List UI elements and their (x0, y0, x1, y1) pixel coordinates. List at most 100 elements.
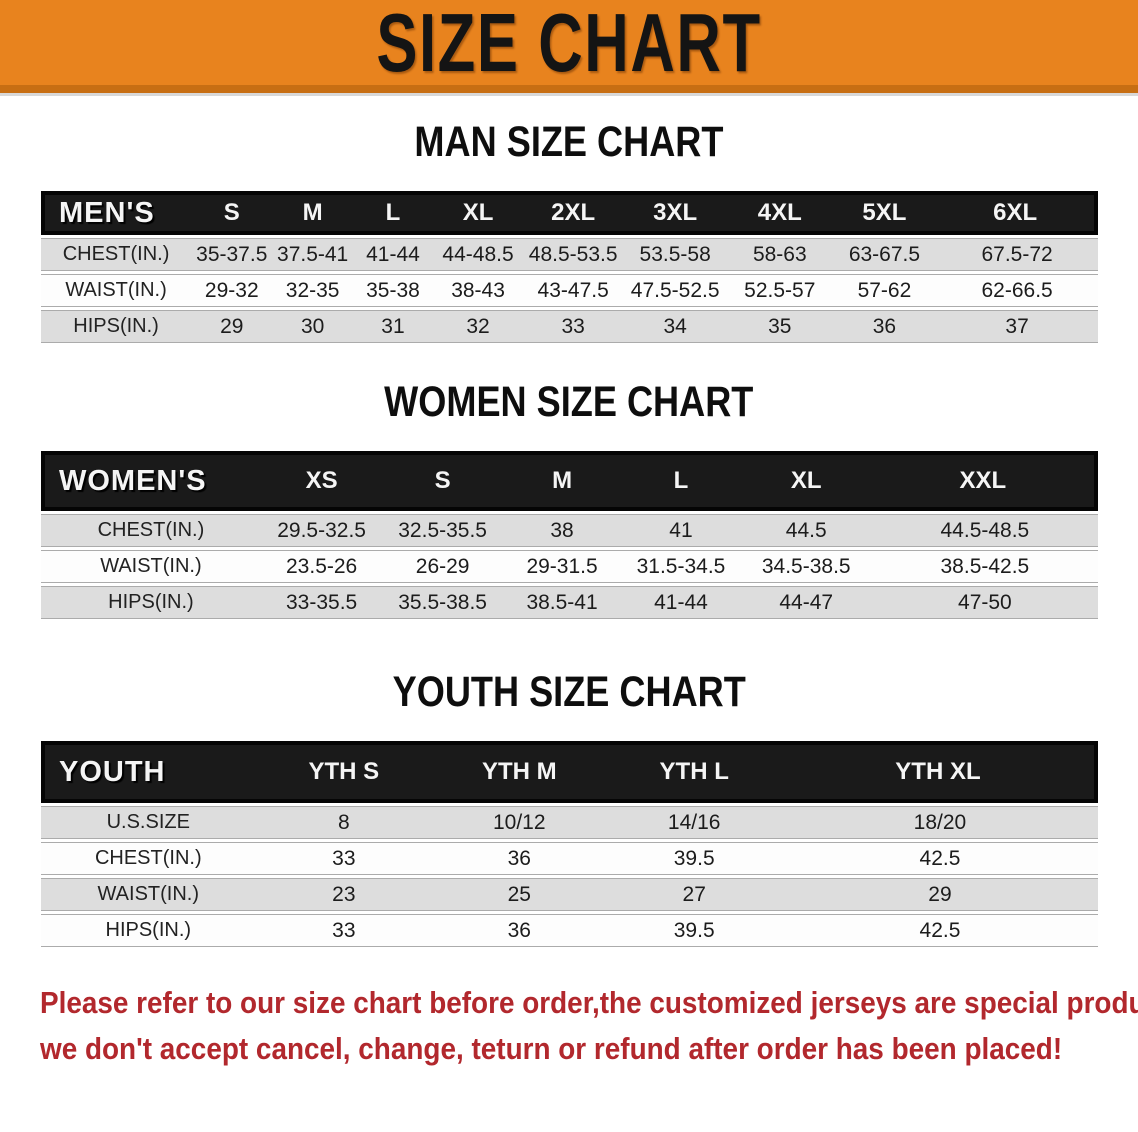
size-column-header: XS (260, 451, 383, 511)
size-value: 29-31.5 (502, 550, 622, 583)
men-section-heading: MAN SIZE CHART (0, 118, 1138, 166)
size-value: 14/16 (606, 806, 782, 839)
table-title-cell: YOUTH (41, 741, 256, 803)
size-column-header: 4XL (726, 191, 833, 235)
size-value: 57-62 (832, 274, 937, 307)
measurement-row-label: U.S.SIZE (41, 806, 256, 839)
measurement-row-label: HIPS(IN.) (41, 586, 261, 619)
size-value: 42.5 (781, 842, 1098, 875)
size-value: 33 (522, 310, 624, 343)
size-value: 27 (606, 878, 782, 911)
table-title-cell: WOMEN'S (41, 451, 261, 511)
size-value: 41-44 (621, 586, 741, 619)
size-value: 23.5-26 (260, 550, 383, 583)
size-value: 18/20 (781, 806, 1098, 839)
measurement-row-label: HIPS(IN.) (41, 914, 256, 947)
size-column-header: L (621, 451, 741, 511)
size-value: 33 (255, 842, 433, 875)
size-table-header-row: WOMEN'S XS S M L XL XXL (41, 451, 1098, 511)
table-title-cell: MEN'S (41, 191, 192, 235)
measurement-row: CHEST(IN.) 29.5-32.5 32.5-35.5 38 41 44.5 44.5… (41, 514, 1098, 547)
size-value: 31 (352, 310, 434, 343)
women-size-table: WOMEN'S XS S M L XL XXL CHEST(IN.) 29.5-32.5 32.5… (41, 448, 1098, 622)
youth-size-table: YOUTH YTH S YTH M YTH L YTH XL U.S.SIZE 8 10/12… (41, 738, 1098, 950)
size-value: 34.5-38.5 (740, 550, 872, 583)
youth-section-heading-text: YOUTH SIZE CHART (392, 668, 746, 716)
size-value: 26-29 (382, 550, 503, 583)
size-value: 33-35.5 (260, 586, 383, 619)
size-value: 25 (432, 878, 607, 911)
size-value: 62-66.5 (936, 274, 1098, 307)
measurement-row-label: WAIST(IN.) (41, 878, 256, 911)
measurement-row: WAIST(IN.) 23 25 27 29 (41, 878, 1098, 911)
policy-line-1: Please refer to our size chart before or… (40, 980, 1138, 1026)
size-value: 36 (432, 842, 607, 875)
order-policy-notice: Please refer to our size chart before or… (40, 980, 1138, 1072)
size-value: 44.5 (740, 514, 872, 547)
size-column-header: YTH S (255, 741, 433, 803)
size-column-header: 2XL (522, 191, 624, 235)
size-column-header: 5XL (832, 191, 937, 235)
policy-line-2-text: we don't accept cancel, change, teturn o… (40, 1031, 1063, 1066)
size-value: 10/12 (432, 806, 607, 839)
size-value: 32.5-35.5 (382, 514, 503, 547)
size-value: 30 (272, 310, 353, 343)
size-value: 29.5-32.5 (260, 514, 383, 547)
size-value: 47.5-52.5 (623, 274, 727, 307)
size-value: 35-38 (352, 274, 434, 307)
size-column-header: YTH XL (781, 741, 1098, 803)
size-column-header: L (352, 191, 434, 235)
size-column-header: M (502, 451, 622, 511)
measurement-row: WAIST(IN.) 29-32 32-35 35-38 38-43 43-47.5 47.… (41, 274, 1098, 307)
size-value: 33 (255, 914, 433, 947)
size-chart-banner: SIZE CHART (0, 0, 1138, 93)
size-column-header: XXL (871, 451, 1098, 511)
women-size-section: WOMEN SIZE CHART WOMEN'S XS S M L XL XXL CHEST(… (0, 378, 1138, 622)
size-value: 35 (726, 310, 833, 343)
size-column-header: YTH L (606, 741, 782, 803)
men-size-table: MEN'S S M L XL 2XL 3XL 4XL 5XL 6XL CHEST(IN.) 35-37… (41, 188, 1098, 346)
size-value: 29-32 (191, 274, 273, 307)
size-value: 32-35 (272, 274, 353, 307)
size-value: 32 (433, 310, 523, 343)
size-value: 39.5 (606, 914, 782, 947)
size-value: 44-47 (740, 586, 872, 619)
size-column-header: XL (740, 451, 872, 511)
size-column-header: 3XL (623, 191, 727, 235)
size-value: 42.5 (781, 914, 1098, 947)
measurement-row: HIPS(IN.) 33-35.5 35.5-38.5 38.5-41 41-44 44-… (41, 586, 1098, 619)
size-value: 44.5-48.5 (871, 514, 1098, 547)
measurement-row: U.S.SIZE 8 10/12 14/16 18/20 (41, 806, 1098, 839)
size-value: 53.5-58 (623, 238, 727, 271)
measurement-row-label: HIPS(IN.) (41, 310, 192, 343)
women-section-heading: WOMEN SIZE CHART (0, 378, 1138, 426)
size-column-header: XL (433, 191, 523, 235)
measurement-row-label: WAIST(IN.) (41, 274, 192, 307)
size-value: 52.5-57 (726, 274, 833, 307)
banner-shadow-strip (0, 93, 1138, 96)
size-value: 23 (255, 878, 433, 911)
size-value: 37.5-41 (272, 238, 353, 271)
size-column-header: 6XL (936, 191, 1098, 235)
size-value: 44-48.5 (433, 238, 523, 271)
measurement-row: HIPS(IN.) 29 30 31 32 33 34 35 36 37 (41, 310, 1098, 343)
size-value: 41 (621, 514, 741, 547)
banner-title: SIZE CHART (376, 0, 762, 89)
youth-size-section: YOUTH SIZE CHART YOUTH YTH S YTH M YTH L YTH… (0, 668, 1138, 950)
measurement-row-label: CHEST(IN.) (41, 238, 192, 271)
size-value: 43-47.5 (522, 274, 624, 307)
size-value: 38 (502, 514, 622, 547)
measurement-row-label: CHEST(IN.) (41, 842, 256, 875)
policy-line-2: we don't accept cancel, change, teturn o… (40, 1026, 1138, 1072)
size-value: 36 (432, 914, 607, 947)
size-column-header: S (382, 451, 503, 511)
size-value: 58-63 (726, 238, 833, 271)
size-value: 35-37.5 (191, 238, 273, 271)
measurement-row: CHEST(IN.) 35-37.5 37.5-41 41-44 44-48.5 48.5… (41, 238, 1098, 271)
size-value: 38.5-41 (502, 586, 622, 619)
size-value: 29 (191, 310, 273, 343)
measurement-row-label: WAIST(IN.) (41, 550, 261, 583)
size-chart-page: SIZE CHART MAN SIZE CHART MEN'S S M L XL 2XL 3… (0, 0, 1138, 1072)
size-value: 8 (255, 806, 433, 839)
size-column-header: S (191, 191, 273, 235)
